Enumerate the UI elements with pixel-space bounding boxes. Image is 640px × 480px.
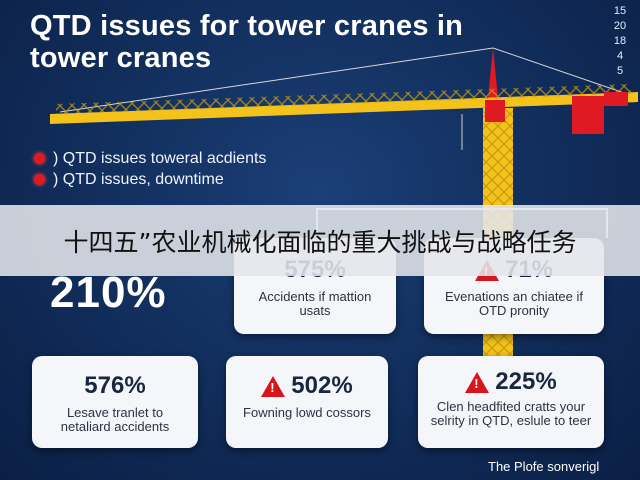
- stat-card: 225% Clen headfited cratts your selrity …: [418, 356, 604, 448]
- corner-number: 15: [613, 5, 627, 17]
- stat-description: Evenations an chiatee if OTD pronity: [444, 289, 584, 318]
- stat-description: Fowning lowd cossors: [243, 405, 371, 420]
- corner-number: 20: [613, 20, 627, 32]
- stat-value: 576%: [84, 372, 146, 399]
- stat-value: 225%: [495, 368, 557, 395]
- stat-value: 502%: [291, 372, 353, 399]
- big-stat-value: 210%: [50, 268, 167, 317]
- legend-label: ) QTD issues, downtime: [53, 170, 224, 188]
- legend-item: ) QTD issues toweral acdients: [34, 148, 266, 169]
- stat-card: 576% Lesave tranlet to netaliard acciden…: [32, 356, 198, 448]
- banner-text: 十四五”农业机械化面临的重大挑战与战略任务: [63, 227, 577, 257]
- legend-label: ) QTD issues toweral acdients: [53, 149, 267, 167]
- page-title: QTD issues for tower cranes in tower cra…: [30, 10, 464, 74]
- corner-number-list: 15 20 18 4 5: [606, 4, 634, 79]
- warning-icon: [465, 371, 490, 393]
- corner-number: 4: [616, 50, 624, 62]
- red-dot-icon: [34, 174, 45, 185]
- corner-number: 5: [616, 65, 624, 77]
- legend: ) QTD issues toweral acdients ) QTD issu…: [34, 148, 266, 190]
- warning-icon: [261, 375, 286, 397]
- stat-description: Clen headfited cratts your selrity in QT…: [430, 399, 592, 428]
- stat-description: Lesave tranlet to netaliard accidents: [60, 405, 170, 434]
- caption-banner: 十四五”农业机械化面临的重大挑战与战略任务: [0, 205, 640, 276]
- footer-caption: The Plofe sonverigl: [488, 459, 600, 474]
- stat-description: Accidents if mattion usats: [258, 289, 372, 318]
- red-dot-icon: [34, 153, 45, 164]
- corner-number: 18: [613, 35, 627, 47]
- legend-item: ) QTD issues, downtime: [34, 169, 266, 190]
- stat-card: 502% Fowning lowd cossors: [226, 356, 388, 448]
